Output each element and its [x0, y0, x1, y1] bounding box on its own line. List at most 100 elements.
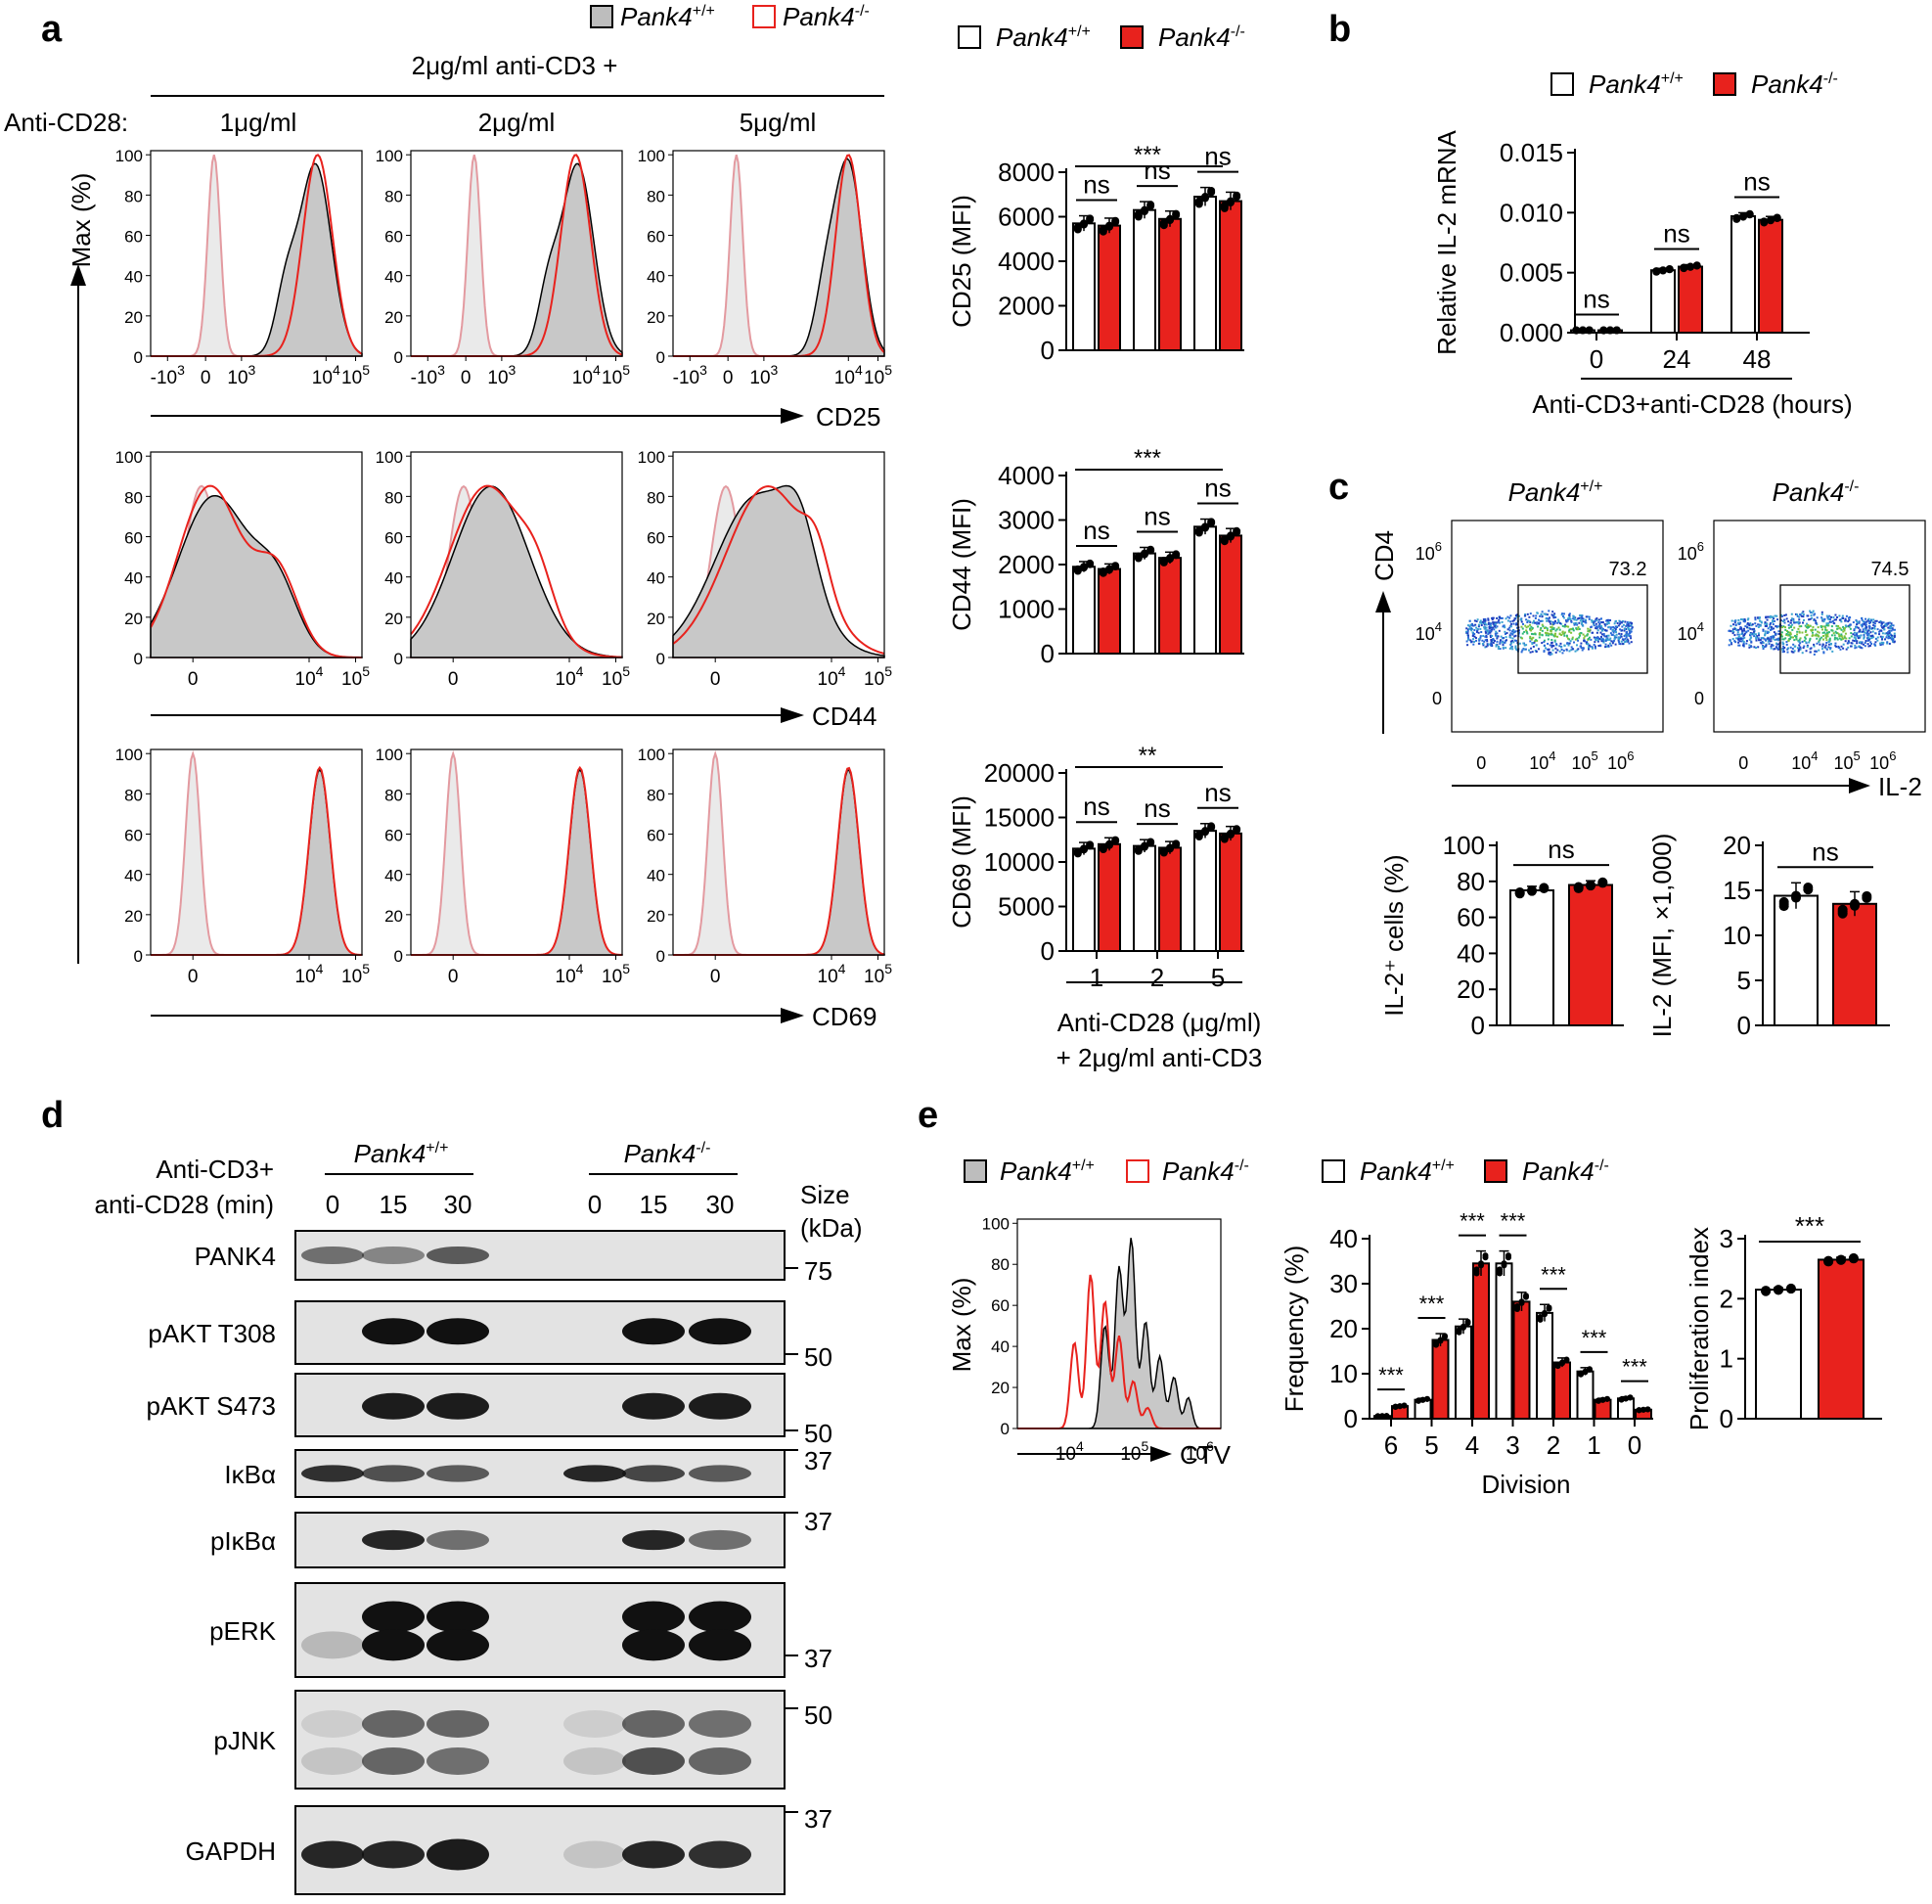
y-axis-label: CD25 (MFI)	[947, 195, 976, 328]
svg-text:Pank4+/+: Pank4+/+	[1000, 1156, 1095, 1186]
hist-ytick: 80	[124, 488, 143, 507]
band	[563, 1747, 626, 1775]
bar-il2-mrna: 0.000 0.005 0.010 0.015 Relative IL-2 mRNA ns…	[1432, 129, 1810, 374]
hist-xtick: 0	[188, 669, 199, 690]
bar-wt	[1193, 196, 1217, 351]
y-axis-label: CD69 (MFI)	[947, 795, 976, 929]
band	[563, 1710, 626, 1738]
data-point	[1105, 565, 1113, 573]
ytick-label: 5000	[998, 892, 1055, 922]
band	[301, 1747, 364, 1775]
band	[622, 1392, 685, 1420]
data-point	[1220, 534, 1229, 543]
dot-ytick: 104	[1678, 619, 1704, 644]
xtick-label: 0	[1590, 344, 1603, 374]
panel-letter-a: a	[41, 9, 63, 50]
data-point	[1612, 326, 1621, 335]
e-hist-ytick: 40	[991, 1337, 1010, 1356]
e-hist-xtick: 106	[1186, 1438, 1214, 1465]
data-point	[1086, 840, 1095, 849]
kda-marker: 50	[804, 1700, 832, 1730]
ytick-label: 0	[1041, 336, 1055, 365]
band	[689, 1710, 751, 1738]
data-point	[1774, 1285, 1783, 1295]
xtick-label: 5	[1424, 1430, 1438, 1460]
data-point	[1073, 847, 1082, 856]
data-point	[1415, 1397, 1422, 1404]
data-point	[1497, 1266, 1504, 1273]
ko-curve	[672, 484, 885, 655]
hist-ytick: 60	[647, 228, 665, 247]
hist-cd44-2: 0 20 40 60 80 100 0 104 105	[376, 448, 631, 690]
hist-xtick: 0	[723, 368, 734, 388]
hist-xtick: 105	[864, 961, 892, 987]
data-point	[1522, 1292, 1529, 1299]
wt-curve	[411, 162, 623, 357]
band	[301, 1465, 364, 1482]
significance: ***	[1460, 1209, 1485, 1234]
svg-text:Pank4+/+: Pank4+/+	[620, 2, 715, 31]
ytick-label: 0	[1471, 1011, 1485, 1040]
data-point	[1586, 880, 1595, 890]
data-point	[1207, 518, 1216, 526]
legend-e-bar: Pank4+/+ Pank4-/-	[1322, 1156, 1609, 1186]
data-point	[1099, 567, 1107, 576]
hist-xtick: 104	[572, 362, 601, 388]
bar-chart-b: 0.000 0.005 0.010 0.015 Relative IL-2 mRNA ns…	[1432, 129, 1810, 374]
bar-ko	[1098, 567, 1121, 655]
significance: ns	[1204, 474, 1231, 503]
ytick-label: 2000	[998, 550, 1055, 579]
bar-wt	[1509, 889, 1554, 1026]
ytick-label: 8000	[998, 158, 1055, 187]
ytick-label: 2000	[998, 292, 1055, 321]
dotplot-ko: 74.5 106 104 0 0 104 105 106	[1678, 520, 1926, 773]
hist-xtick: 104	[556, 663, 584, 690]
band	[362, 1529, 425, 1551]
data-point	[1141, 549, 1148, 558]
data-point	[1527, 885, 1537, 895]
ytick-label: 0	[1737, 1011, 1751, 1040]
hist-ytick: 60	[647, 827, 665, 845]
legend-b: Pank4+/+ Pank4-/-	[1550, 69, 1838, 99]
e-hist-ytick: 0	[1001, 1420, 1010, 1438]
band	[301, 1840, 364, 1869]
time-label: 15	[380, 1190, 408, 1219]
data-point	[1194, 526, 1203, 535]
data-point	[1464, 1318, 1471, 1325]
e-hist-xtick: 105	[1120, 1438, 1148, 1465]
hist-xtick: 105	[341, 961, 370, 987]
dot-xtick: 0	[1738, 753, 1748, 773]
data-point	[1537, 1314, 1544, 1321]
hist-ytick: 20	[647, 610, 665, 628]
panel-letter-e: e	[918, 1095, 938, 1136]
bar-ko	[1512, 1300, 1531, 1421]
band	[622, 1601, 685, 1633]
data-point	[1514, 1302, 1521, 1309]
hist-xtick: 105	[602, 663, 630, 690]
bar-ko	[1098, 842, 1121, 952]
hist-ytick: 60	[384, 827, 403, 845]
data-point	[1460, 1323, 1466, 1330]
blot-label: pIκBα	[210, 1526, 276, 1556]
data-point	[1732, 213, 1741, 222]
wt-curve	[410, 485, 623, 658]
data-point	[1134, 844, 1143, 853]
hist-ytick: 80	[647, 187, 665, 205]
hist-ytick: 100	[376, 448, 403, 467]
hist-xtick: 105	[864, 663, 892, 690]
band	[689, 1465, 751, 1482]
gate	[1517, 584, 1648, 674]
ytick-label: 2	[1720, 1284, 1733, 1313]
data-point	[1227, 531, 1235, 540]
division-label: Division	[1481, 1470, 1570, 1499]
bar-wt	[1072, 566, 1096, 656]
bar-wt	[1072, 222, 1096, 351]
hist-ytick: 80	[384, 786, 403, 804]
hist-ytick: 80	[647, 786, 665, 804]
data-point	[1233, 526, 1241, 535]
data-point	[1233, 191, 1241, 200]
data-point	[1456, 1327, 1462, 1334]
gate-percent: 73.2	[1609, 559, 1647, 580]
data-point	[1080, 844, 1088, 853]
hist-cd44-1: 0 20 40 60 80 100 0 104 105	[115, 448, 371, 690]
